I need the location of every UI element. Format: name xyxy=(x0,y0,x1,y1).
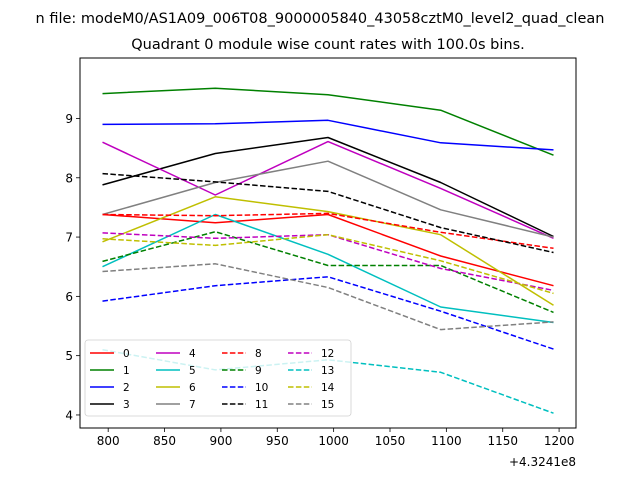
y-axis-ticks: 4 5 6 7 8 9 xyxy=(65,112,80,422)
series-line-2 xyxy=(102,119,554,151)
plot-lines xyxy=(102,87,554,414)
legend-label-3: 3 xyxy=(123,399,130,411)
x-tick-label: 800 xyxy=(97,434,120,448)
legend-label-2: 2 xyxy=(123,382,130,394)
legend-label-9: 9 xyxy=(255,365,262,377)
legend-label-13: 13 xyxy=(321,365,334,377)
legend-label-4: 4 xyxy=(189,348,196,360)
legend-label-10: 10 xyxy=(255,382,268,394)
x-tick-label: 850 xyxy=(153,434,176,448)
y-tick-label: 9 xyxy=(65,112,73,126)
legend-label-7: 7 xyxy=(189,399,196,411)
legend-box xyxy=(84,339,352,417)
series-line-4 xyxy=(102,140,554,239)
series-line-10 xyxy=(102,276,554,350)
series-line-7 xyxy=(102,160,554,238)
y-tick-label: 8 xyxy=(65,171,73,185)
series-line-8 xyxy=(102,212,554,250)
figure-suptitle: n file: modeM0/AS1A09_006T08_9000005840_… xyxy=(36,11,605,27)
series-line-0 xyxy=(102,213,554,287)
legend-label-1: 1 xyxy=(123,365,130,377)
legend-label-5: 5 xyxy=(189,365,196,377)
legend-label-8: 8 xyxy=(255,348,262,360)
x-tick-label: 1050 xyxy=(375,434,406,448)
series-line-6 xyxy=(102,196,554,306)
y-tick-label: 4 xyxy=(65,408,73,422)
series-line-15 xyxy=(102,263,554,331)
axes-frame xyxy=(79,57,577,429)
legend-label-15: 15 xyxy=(321,399,334,411)
y-tick-label: 5 xyxy=(65,349,73,363)
series-line-5 xyxy=(102,213,554,324)
series-line-14 xyxy=(102,233,554,295)
series-line-1 xyxy=(102,87,554,156)
series-line-3 xyxy=(102,136,554,238)
legend-label-0: 0 xyxy=(123,348,130,360)
legend-label-12: 12 xyxy=(321,348,334,360)
x-tick-label: 1000 xyxy=(318,434,349,448)
series-line-9 xyxy=(102,230,554,314)
x-axis-ticks: 800 850 900 950 1000 1050 1100 1150 1200 xyxy=(97,428,575,448)
x-tick-label: 1100 xyxy=(431,434,462,448)
chart-title: Quadrant 0 module wise count rates with … xyxy=(131,37,525,53)
series-line-12 xyxy=(102,232,554,292)
x-tick-label: 900 xyxy=(209,434,232,448)
x-tick-label: 950 xyxy=(266,434,289,448)
x-axis-offset-label: +4.3241e8 xyxy=(509,455,576,469)
legend-label-14: 14 xyxy=(321,382,335,394)
legend-label-11: 11 xyxy=(255,399,268,411)
legend-label-6: 6 xyxy=(189,382,196,394)
x-tick-label: 1200 xyxy=(544,434,575,448)
x-tick-label: 1150 xyxy=(487,434,518,448)
y-tick-label: 6 xyxy=(65,290,73,304)
y-tick-label: 7 xyxy=(65,231,73,245)
series-line-11 xyxy=(102,172,554,254)
